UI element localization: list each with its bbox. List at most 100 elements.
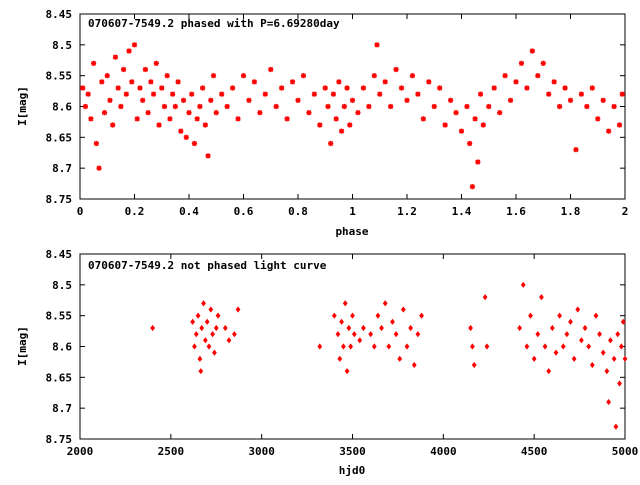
data-point bbox=[404, 97, 410, 103]
data-point bbox=[91, 60, 97, 66]
data-point bbox=[235, 306, 241, 313]
x-tick-label: 0.4 bbox=[179, 205, 199, 218]
data-point bbox=[393, 331, 399, 338]
data-point bbox=[331, 312, 337, 319]
data-point bbox=[400, 306, 406, 313]
data-point bbox=[341, 343, 346, 350]
data-point bbox=[371, 343, 377, 350]
x-tick-label: 3500 bbox=[339, 445, 366, 458]
data-point bbox=[112, 54, 119, 60]
data-point bbox=[351, 331, 357, 338]
data-point bbox=[230, 85, 236, 91]
data-point bbox=[540, 60, 546, 66]
data-point bbox=[513, 79, 519, 85]
data-point bbox=[150, 91, 157, 97]
data-point bbox=[529, 48, 535, 54]
x-tick-label: 1.4 bbox=[452, 205, 472, 218]
data-point bbox=[480, 122, 486, 128]
y-axis-label: I[mag] bbox=[16, 326, 29, 366]
data-point bbox=[608, 337, 613, 344]
unphased-panel: 070607-7549.2 not phased light curve hjd… bbox=[16, 248, 638, 477]
data-point bbox=[349, 97, 356, 103]
data-point bbox=[80, 85, 86, 91]
data-point bbox=[524, 343, 530, 350]
data-point bbox=[622, 355, 628, 362]
data-point bbox=[215, 312, 221, 319]
data-point bbox=[142, 66, 148, 73]
chart-title: 070607-7549.2 phased with P=6.69280day bbox=[88, 17, 340, 30]
data-point bbox=[183, 134, 189, 140]
data-point bbox=[542, 343, 548, 350]
data-point bbox=[584, 103, 590, 110]
x-tick-label: 3000 bbox=[248, 445, 275, 458]
data-point bbox=[197, 355, 203, 362]
data-point bbox=[442, 122, 448, 128]
data-point bbox=[409, 73, 416, 79]
data-point bbox=[115, 85, 121, 91]
y-tick-label: 8.55 bbox=[46, 70, 73, 83]
data-point bbox=[213, 324, 219, 332]
data-point bbox=[205, 153, 211, 159]
data-point bbox=[212, 349, 217, 356]
data-point bbox=[190, 318, 196, 325]
data-point bbox=[557, 312, 562, 319]
data-points bbox=[80, 42, 625, 190]
data-point bbox=[300, 73, 307, 79]
data-point bbox=[150, 324, 156, 332]
data-point bbox=[448, 97, 454, 103]
x-axis-label: hjd0 bbox=[339, 464, 366, 477]
data-point bbox=[453, 110, 459, 116]
data-point bbox=[398, 85, 405, 91]
data-point bbox=[246, 97, 252, 103]
data-point bbox=[172, 103, 178, 110]
data-point bbox=[161, 103, 168, 110]
data-point bbox=[606, 398, 612, 406]
y-tick-label: 8.75 bbox=[46, 193, 73, 206]
data-point bbox=[201, 300, 206, 307]
y-tick-label: 8.75 bbox=[46, 433, 73, 446]
data-point bbox=[350, 312, 355, 319]
data-point bbox=[420, 116, 426, 122]
x-tick-label: 2500 bbox=[158, 445, 185, 458]
data-point bbox=[126, 48, 132, 54]
data-point bbox=[96, 165, 102, 171]
data-point bbox=[468, 324, 473, 332]
data-point bbox=[507, 97, 514, 103]
data-point bbox=[342, 300, 348, 307]
data-point bbox=[123, 91, 129, 97]
data-point bbox=[336, 79, 342, 85]
data-point bbox=[199, 324, 205, 332]
data-point bbox=[208, 97, 214, 103]
data-point bbox=[317, 122, 323, 128]
data-point bbox=[471, 361, 477, 369]
data-point bbox=[175, 79, 181, 85]
data-point bbox=[197, 103, 203, 110]
data-point bbox=[333, 116, 339, 122]
data-point bbox=[191, 140, 198, 147]
axis-ticks: 0 0.2 0.4 0.6 0.8 1 1.2 1.4 1.6 1.8 2 8.45 8.5 8.55 8.… bbox=[46, 8, 629, 218]
data-point bbox=[415, 91, 421, 97]
data-point bbox=[472, 116, 478, 122]
data-point bbox=[232, 331, 237, 338]
chart-title: 070607-7549.2 not phased light curve bbox=[88, 259, 327, 272]
y-tick-label: 8.7 bbox=[52, 402, 72, 415]
data-point bbox=[464, 103, 470, 110]
data-point bbox=[202, 122, 208, 128]
data-point bbox=[198, 368, 204, 375]
data-point bbox=[551, 79, 557, 85]
x-tick-label: 0 bbox=[77, 205, 84, 218]
data-point bbox=[219, 91, 225, 97]
data-point bbox=[379, 324, 384, 332]
data-point bbox=[178, 128, 184, 134]
data-point bbox=[104, 73, 110, 79]
data-point bbox=[235, 116, 241, 122]
data-point bbox=[426, 79, 432, 85]
data-point bbox=[226, 337, 232, 344]
data-point bbox=[208, 306, 214, 313]
data-point bbox=[606, 128, 612, 134]
data-point bbox=[390, 318, 395, 325]
x-tick-label: 2 bbox=[622, 205, 629, 218]
data-point bbox=[469, 184, 475, 190]
data-point bbox=[404, 343, 410, 350]
data-point bbox=[375, 312, 381, 319]
